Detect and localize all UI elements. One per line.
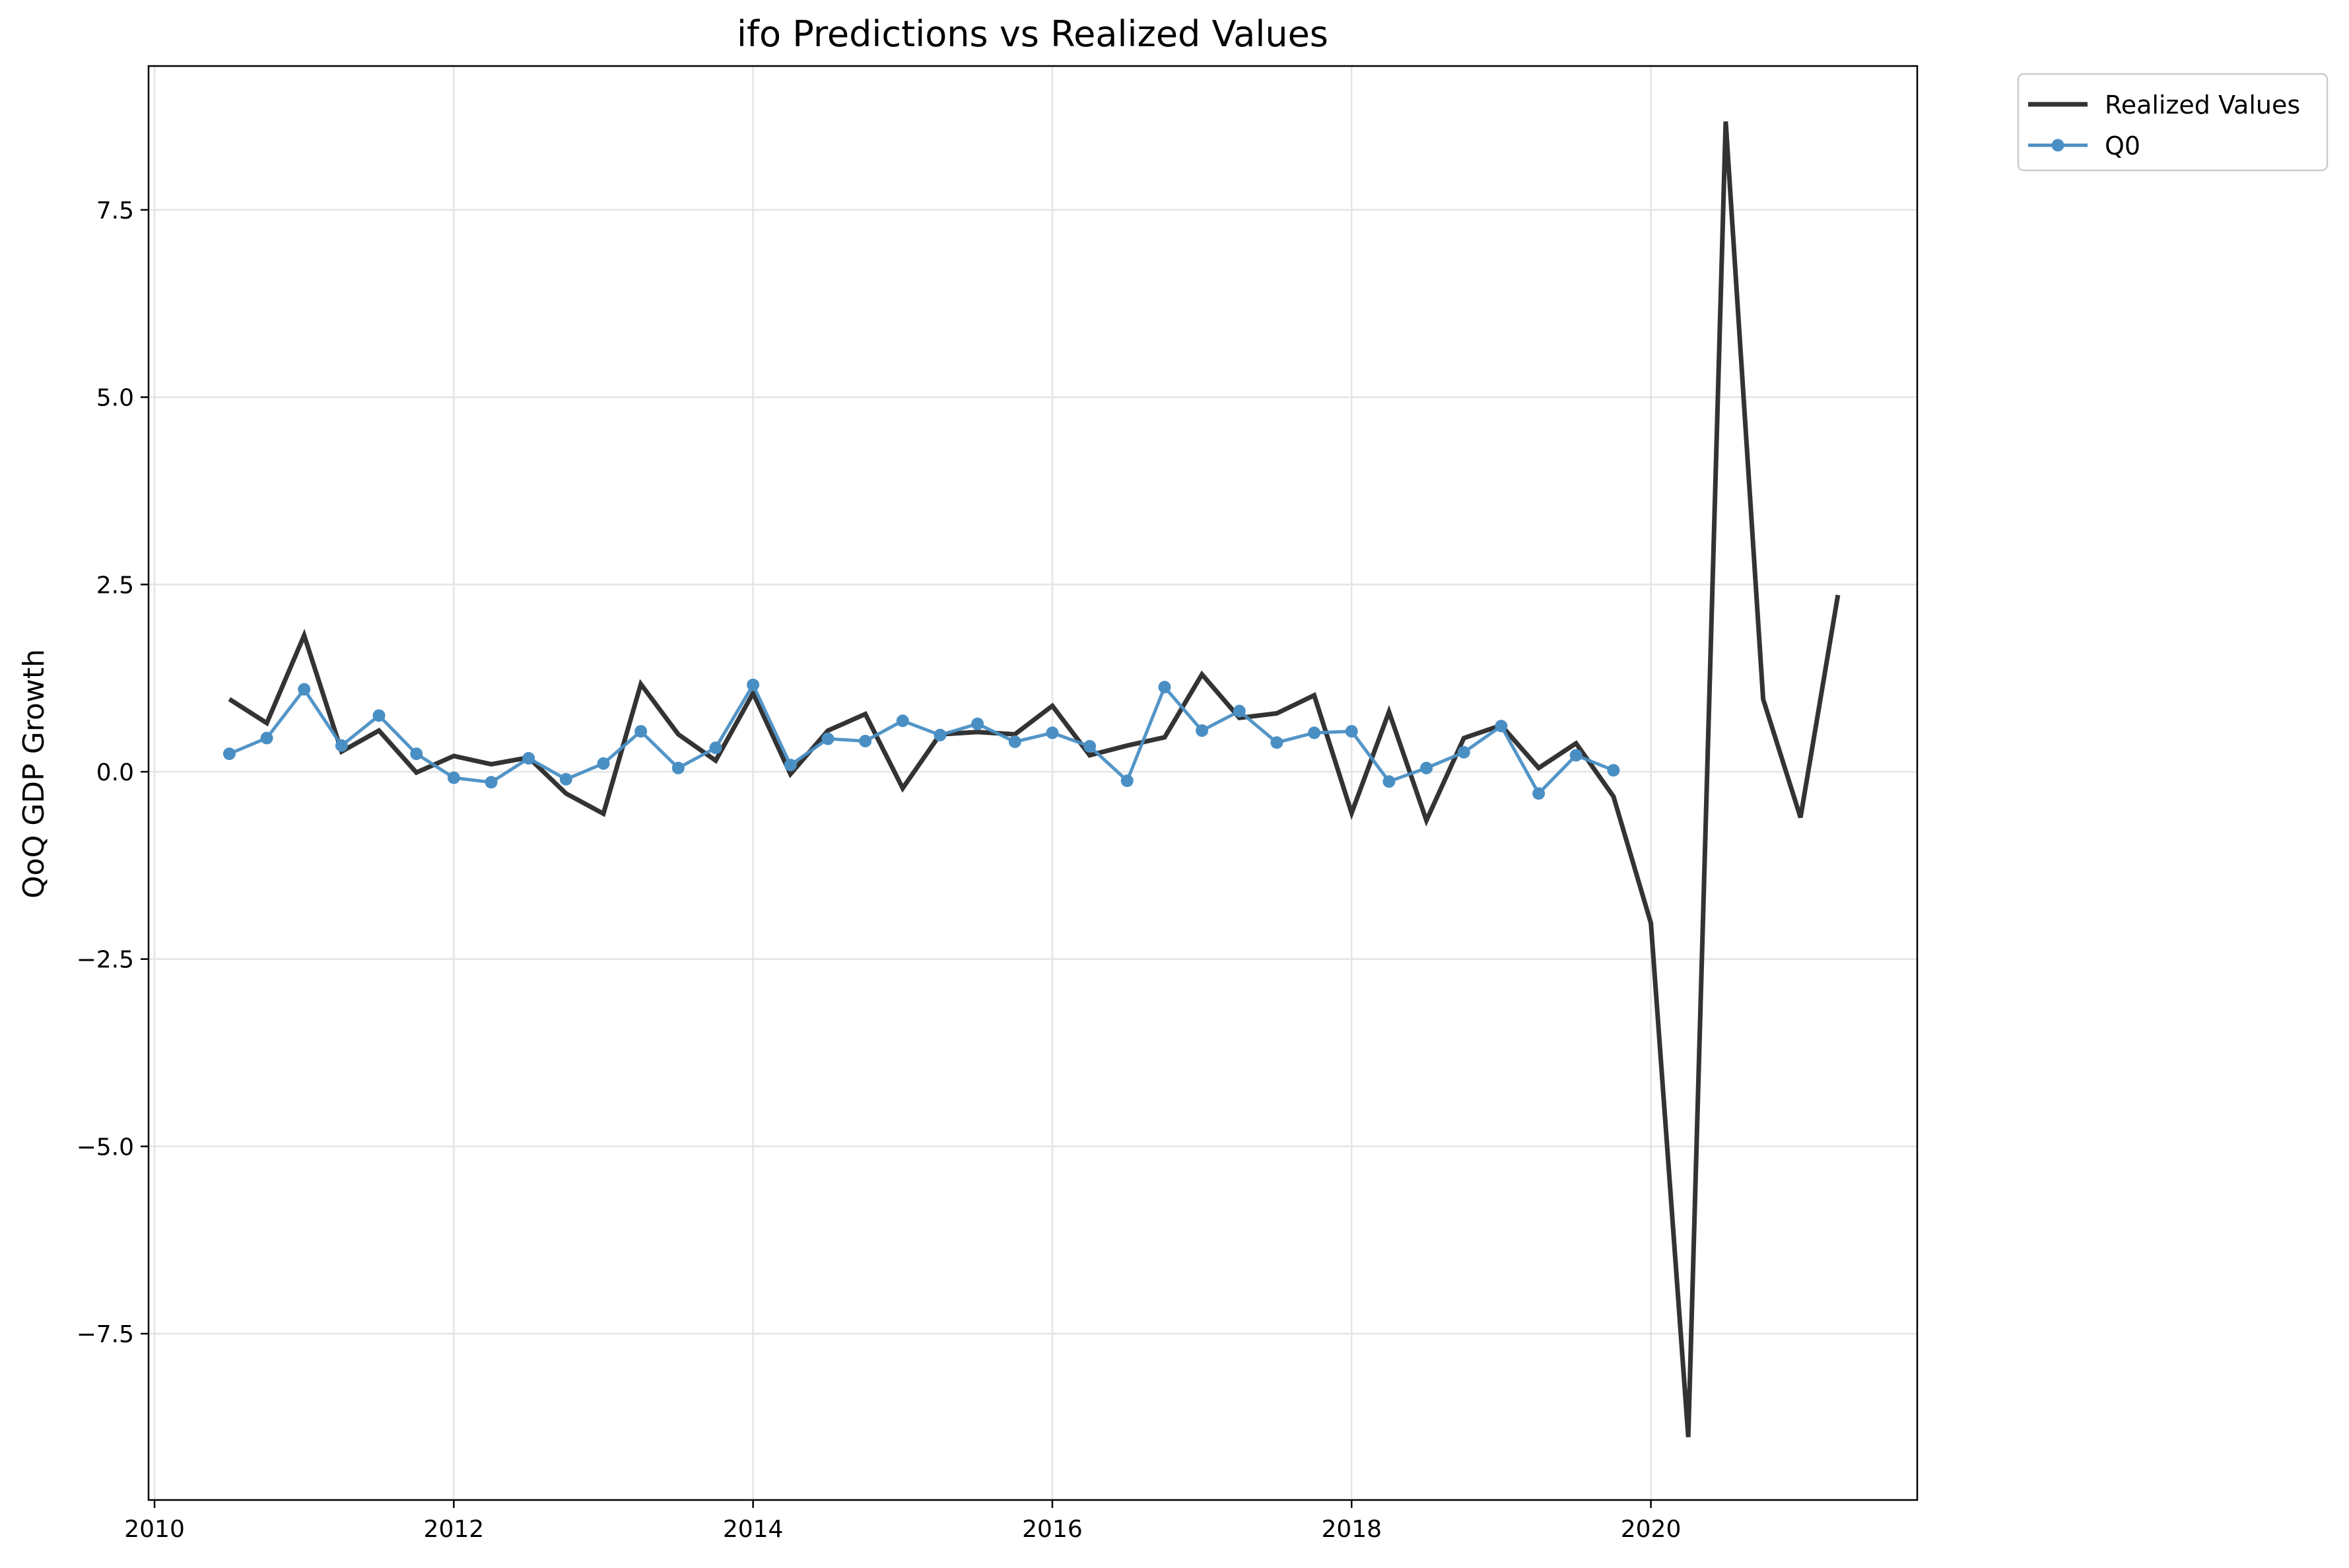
data-point-q0 xyxy=(447,771,460,784)
y-tick-label: 2.5 xyxy=(96,572,134,599)
y-tick-label: −5.0 xyxy=(77,1134,134,1161)
data-point-q0 xyxy=(1345,725,1358,738)
data-point-q0 xyxy=(522,752,535,765)
y-tick-label: 5.0 xyxy=(96,385,134,412)
plot-frame xyxy=(147,65,1919,1501)
y-axis-label: QoQ GDP Growth xyxy=(17,649,51,899)
legend: Realized Values Q0 xyxy=(2017,73,2329,172)
data-point-q0 xyxy=(1569,749,1583,762)
x-tick-label: 2014 xyxy=(723,1516,784,1543)
series-line-realized-values xyxy=(228,121,1841,1437)
data-point-q0 xyxy=(597,757,610,770)
data-point-q0 xyxy=(934,728,947,741)
data-point-q0 xyxy=(821,732,834,745)
data-point-q0 xyxy=(335,739,348,752)
data-point-q0 xyxy=(1457,745,1470,759)
series-line-q0 xyxy=(228,681,1614,797)
data-point-q0 xyxy=(298,683,311,696)
legend-label-realized: Realized Values xyxy=(2105,90,2300,119)
data-point-q0 xyxy=(559,772,572,786)
data-point-q0 xyxy=(1233,704,1246,718)
legend-box xyxy=(2017,73,2329,172)
x-tick-label: 2012 xyxy=(424,1516,485,1543)
data-point-q0 xyxy=(671,761,685,774)
legend-marker-q0 xyxy=(2051,139,2064,152)
y-tick-label: −7.5 xyxy=(77,1321,134,1348)
data-point-q0 xyxy=(485,776,498,789)
data-point-q0 xyxy=(1382,775,1396,788)
y-tick-label: 7.5 xyxy=(96,197,134,224)
data-point-q0 xyxy=(859,734,872,747)
data-point-q0 xyxy=(709,741,722,755)
data-point-q0 xyxy=(971,717,984,730)
data-point-q0 xyxy=(1158,681,1171,694)
x-tick-label: 2018 xyxy=(1321,1516,1382,1543)
data-point-q0 xyxy=(896,714,909,728)
data-point-q0 xyxy=(410,747,423,761)
data-point-q0 xyxy=(1420,761,1433,774)
data-point-q0 xyxy=(1008,735,1021,749)
axes: 2010 2012 2014 2016 2018 2020 −7.5 −5.0 −2.5 0.0 2… xyxy=(77,197,1682,1543)
x-tick-label: 2020 xyxy=(1621,1516,1682,1543)
data-point-q0 xyxy=(634,725,648,738)
y-tick-label: 0.0 xyxy=(96,759,134,786)
data-point-q0 xyxy=(1120,774,1134,788)
data-point-q0 xyxy=(1046,726,1059,739)
data-point-q0 xyxy=(1083,739,1097,753)
data-point-q0 xyxy=(372,709,386,722)
series-layer xyxy=(222,121,1841,1437)
grid-lines xyxy=(149,66,1917,1500)
data-point-q0 xyxy=(260,732,273,745)
data-point-q0 xyxy=(747,678,760,691)
x-tick-label: 2016 xyxy=(1022,1516,1083,1543)
data-point-q0 xyxy=(1196,724,1209,737)
data-point-q0 xyxy=(1495,720,1508,733)
y-tick-label: −2.5 xyxy=(77,947,134,974)
data-point-q0 xyxy=(222,747,236,761)
chart-title: ifo Predictions vs Realized Values xyxy=(737,13,1328,55)
data-point-q0 xyxy=(1270,736,1283,749)
data-point-q0 xyxy=(1308,726,1321,739)
data-point-q0 xyxy=(784,759,797,772)
data-point-q0 xyxy=(1607,764,1620,777)
x-tick-label: 2010 xyxy=(124,1516,185,1543)
legend-label-q0: Q0 xyxy=(2105,131,2140,160)
data-point-q0 xyxy=(1532,787,1546,800)
